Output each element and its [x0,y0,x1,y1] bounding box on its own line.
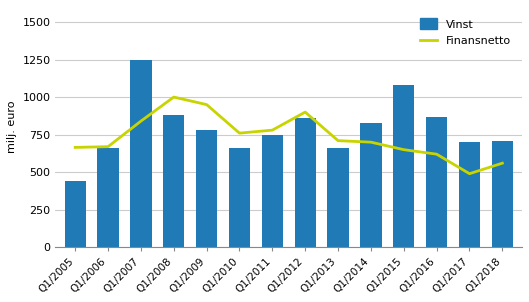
Bar [97,148,118,247]
Bar [360,123,381,247]
Bar [262,135,283,247]
Bar [65,181,86,247]
Bar [130,59,152,247]
Bar [426,117,448,247]
Bar [393,85,414,247]
Bar [327,148,349,247]
Bar [196,130,217,247]
Bar [295,118,316,247]
Y-axis label: milj. euro: milj. euro [7,101,17,153]
Bar [459,142,480,247]
Bar [229,148,250,247]
Bar [491,141,513,247]
Bar [163,115,185,247]
Legend: Vinst, Finansnetto: Vinst, Finansnetto [415,12,516,52]
